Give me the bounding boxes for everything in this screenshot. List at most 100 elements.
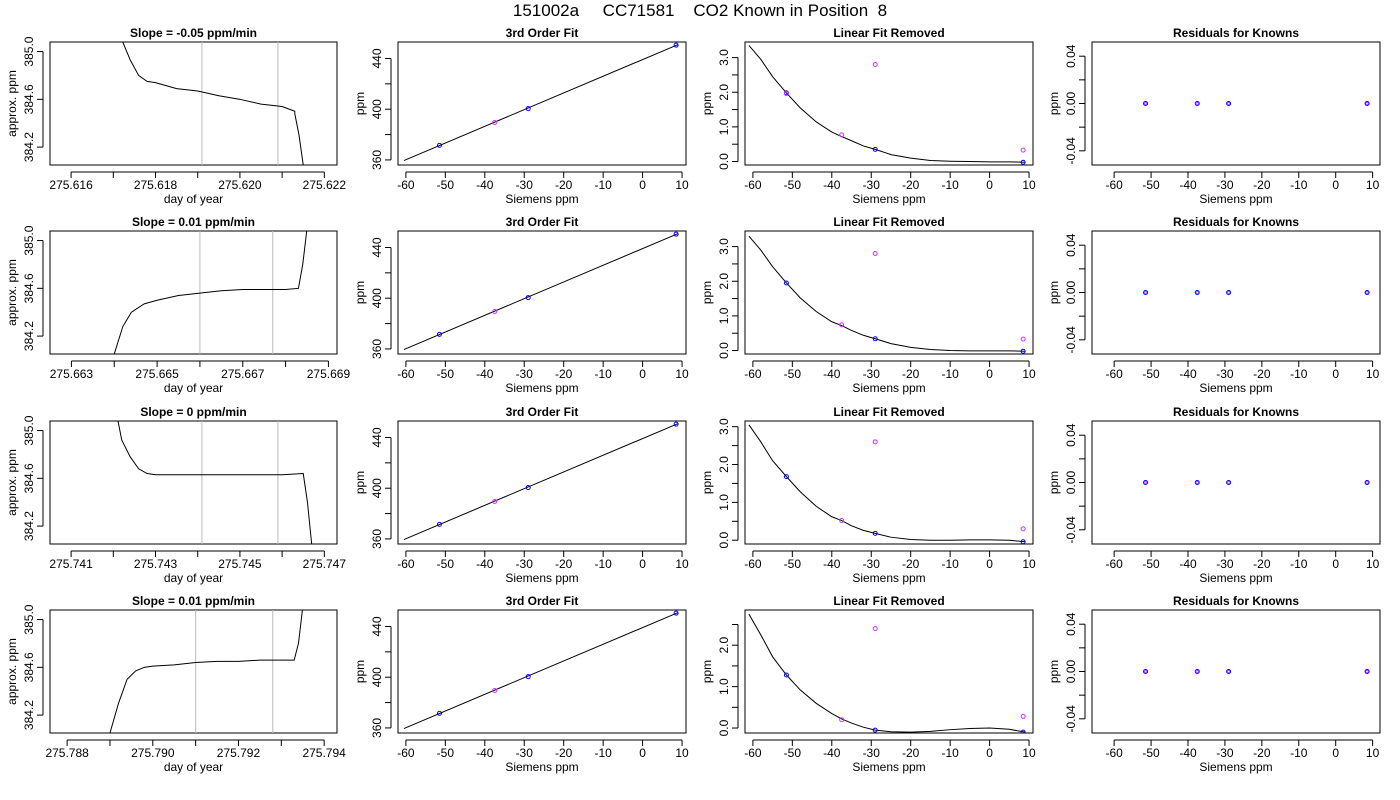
y-tick-label: 0.00 xyxy=(1064,470,1078,494)
x-tick-label: -30 xyxy=(516,746,534,760)
data-point xyxy=(1365,669,1369,674)
x-tick-label: -10 xyxy=(594,557,612,571)
plot-area xyxy=(1143,669,1370,674)
x-tick-label: -10 xyxy=(941,557,959,571)
x-tick-label: 10 xyxy=(675,367,689,381)
data-point xyxy=(1364,480,1370,485)
x-tick-label: 10 xyxy=(1022,367,1036,381)
x-axis-label: Siemens ppm xyxy=(1199,192,1272,206)
data-point xyxy=(1020,159,1026,165)
panel-title: Residuals for Knowns xyxy=(1173,215,1299,229)
x-tick-label: 0 xyxy=(986,178,993,192)
panel-res-row-4: Residuals for Knowns -60 -50 -40 -30 -20 -10 0 1… xyxy=(1047,594,1381,774)
fit-curve xyxy=(403,233,679,351)
panel-title: 3rd Order Fit xyxy=(506,215,579,229)
x-axis-label: Siemens ppm xyxy=(505,760,578,774)
x-tick-label: -20 xyxy=(555,367,573,381)
data-point xyxy=(839,518,845,524)
x-axis-label: Siemens ppm xyxy=(505,192,578,206)
x-tick-label: -10 xyxy=(941,746,959,760)
data-point xyxy=(783,280,789,286)
plot-area xyxy=(748,45,1026,165)
x-tick-label: 0 xyxy=(639,746,646,760)
x-tick-label: -40 xyxy=(476,746,494,760)
data-point xyxy=(525,485,531,491)
x-tick-label: -10 xyxy=(594,367,612,381)
data-point xyxy=(1143,480,1149,485)
panel-fit-row-3: 3rd Order Fit -60 -50 -40 -30 -20 -10 0 10 360 400… xyxy=(353,405,689,585)
x-tick-label: -20 xyxy=(1253,178,1271,192)
x-axis-label: Siemens ppm xyxy=(1199,381,1272,395)
y-tick-label: 400 xyxy=(370,288,384,308)
x-tick-label: 10 xyxy=(675,557,689,571)
data-point xyxy=(1364,290,1370,295)
y-tick-label: 400 xyxy=(370,667,384,687)
data-point xyxy=(1143,669,1149,674)
y-tick-label: -0.04 xyxy=(1064,705,1078,733)
data-point xyxy=(1227,290,1231,295)
y-tick-label: 2.0 xyxy=(717,273,731,290)
panel-title: Slope = 0 ppm/min xyxy=(140,405,246,419)
x-tick-label: -60 xyxy=(397,367,415,381)
plot-area xyxy=(1143,480,1370,485)
y-tick-label: 400 xyxy=(370,99,384,119)
data-point xyxy=(525,106,531,112)
x-tick-label: -60 xyxy=(397,178,415,192)
y-tick-label: 0.00 xyxy=(1064,280,1078,304)
x-tick-label: -30 xyxy=(863,557,881,571)
plot-area xyxy=(748,235,1026,354)
data-point xyxy=(1194,480,1200,485)
x-tick-label: 275.790 xyxy=(131,746,175,760)
data-point xyxy=(673,231,679,237)
plot-frame xyxy=(1091,41,1381,166)
y-tick-label: 385.0 xyxy=(22,225,36,255)
x-tick-label: -50 xyxy=(437,746,455,760)
x-tick-label: -10 xyxy=(1290,367,1308,381)
plot-frame xyxy=(397,609,687,734)
panel-fit-row-4: 3rd Order Fit -60 -50 -40 -30 -20 -10 0 10 360 400… xyxy=(353,594,689,774)
x-axis-label: day of year xyxy=(164,192,223,206)
panel-title: Linear Fit Removed xyxy=(833,26,944,40)
data-point xyxy=(872,62,878,68)
panel-title: 3rd Order Fit xyxy=(506,594,579,608)
x-tick-label: -40 xyxy=(476,178,494,192)
y-tick-label: 1.0 xyxy=(717,494,731,511)
data-point xyxy=(1020,526,1026,532)
x-tick-label: -60 xyxy=(1105,557,1123,571)
data-point xyxy=(525,674,531,680)
y-tick-label: 360 xyxy=(370,529,384,549)
data-point xyxy=(1365,480,1369,485)
x-tick-label: 275.788 xyxy=(45,746,89,760)
x-tick-label: -40 xyxy=(1179,367,1197,381)
x-tick-label: -60 xyxy=(744,367,762,381)
x-tick-label: -60 xyxy=(1105,367,1123,381)
data-point xyxy=(1195,480,1199,485)
y-tick-label: 0.0 xyxy=(717,342,731,359)
data-point xyxy=(872,439,878,445)
data-point xyxy=(872,530,878,536)
data-point xyxy=(1365,101,1369,106)
x-tick-label: -10 xyxy=(594,178,612,192)
y-tick-label: -0.04 xyxy=(1064,137,1078,165)
panel-lin-row-2: Linear Fit Removed -60 -50 -40 -30 -20 -10 0 10 0… xyxy=(700,215,1036,395)
y-tick-label: 440 xyxy=(370,427,384,447)
x-tick-label: 0 xyxy=(986,746,993,760)
data-point xyxy=(1226,480,1232,485)
plot-area xyxy=(117,421,313,544)
y-tick-label: 360 xyxy=(370,150,384,170)
x-tick-label: -50 xyxy=(784,746,802,760)
x-tick-label: -30 xyxy=(863,178,881,192)
panel-title: Residuals for Knowns xyxy=(1173,405,1299,419)
data-point xyxy=(492,309,498,315)
x-tick-label: -60 xyxy=(1105,178,1123,192)
y-axis-label: approx. ppm xyxy=(5,259,19,326)
panel-title: Linear Fit Removed xyxy=(833,215,944,229)
x-tick-label: -20 xyxy=(902,178,920,192)
x-tick-label: 10 xyxy=(1366,178,1380,192)
data-point xyxy=(1364,669,1370,674)
y-axis-label: ppm xyxy=(700,471,714,494)
plot-frame xyxy=(49,420,338,545)
data-point xyxy=(783,672,789,678)
x-axis-label: Siemens ppm xyxy=(852,571,925,585)
y-axis-label: ppm xyxy=(1047,281,1061,304)
